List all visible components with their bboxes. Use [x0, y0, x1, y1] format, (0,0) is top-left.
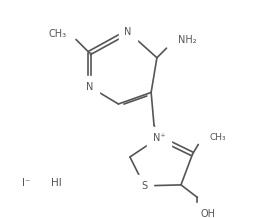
Text: OH: OH [200, 209, 215, 218]
Text: I⁻: I⁻ [22, 178, 31, 188]
Text: N⁺: N⁺ [152, 133, 165, 143]
Text: HI: HI [51, 178, 62, 188]
Text: N: N [124, 27, 132, 37]
Text: N: N [86, 82, 93, 92]
Text: CH₃: CH₃ [48, 29, 66, 39]
Text: CH₃: CH₃ [210, 133, 226, 142]
Text: NH₂: NH₂ [178, 36, 197, 45]
Text: S: S [141, 181, 148, 191]
